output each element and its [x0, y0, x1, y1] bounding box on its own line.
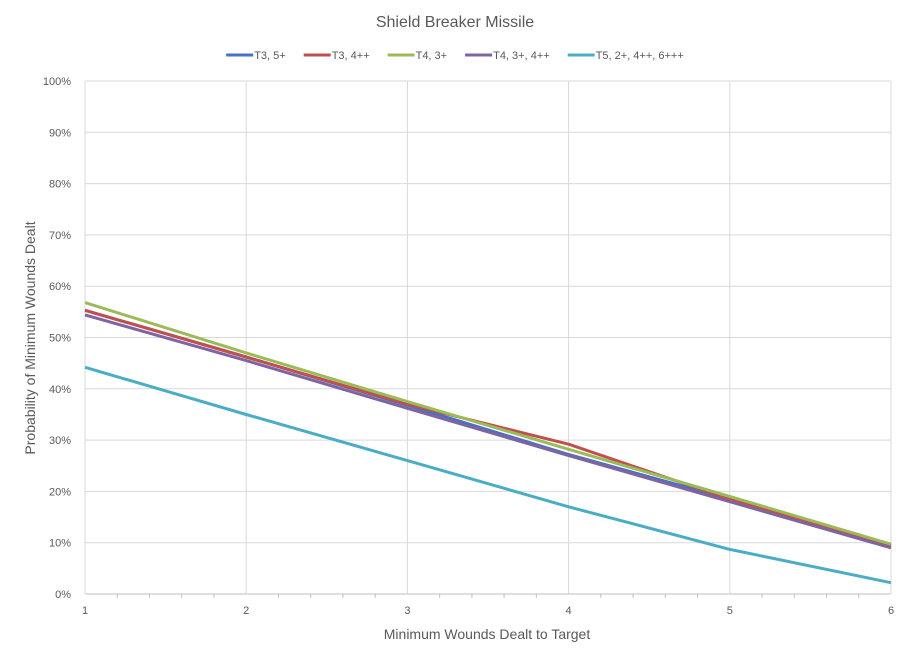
y-tick-label: 80%: [49, 179, 71, 191]
legend-item: T3, 4++: [303, 50, 370, 62]
x-tick-label: 1: [82, 605, 88, 617]
series-group: [84, 301, 892, 585]
legend-item: T4, 3+: [387, 50, 448, 62]
series-line: [84, 313, 892, 550]
legend-label: T4, 3+, 4++: [493, 50, 550, 62]
x-axis-label: Minimum Wounds Dealt to Target: [384, 626, 591, 642]
grid: [84, 80, 892, 598]
x-axis-ticks: 1 2 3 4 5 6: [82, 605, 894, 617]
legend-item: T3, 5+: [226, 50, 286, 62]
x-tick-label: 6: [888, 605, 894, 617]
x-tick-label: 2: [243, 605, 249, 617]
series-line: [84, 308, 892, 547]
y-axis-ticks: 0% 10% 20% 30% 40% 50% 60% 70% 80% 90% 100%: [43, 76, 71, 601]
y-tick-label: 40%: [49, 384, 71, 396]
y-tick-label: 100%: [43, 76, 71, 88]
y-tick-label: 50%: [49, 333, 71, 345]
y-tick-label: 10%: [49, 538, 71, 550]
y-tick-label: 0%: [55, 589, 71, 601]
legend-label: T4, 3+: [416, 50, 448, 62]
legend-label: T5, 2+, 4++, 6+++: [596, 50, 684, 62]
y-tick-label: 30%: [49, 435, 71, 447]
series-line: [84, 365, 892, 585]
legend-label: T3, 5+: [254, 50, 286, 62]
legend-label: T3, 4++: [332, 50, 370, 62]
y-tick-label: 20%: [49, 486, 71, 498]
series-line: [84, 301, 892, 546]
y-tick-label: 90%: [49, 127, 71, 139]
y-tick-label: 60%: [49, 281, 71, 293]
legend-item: T4, 3+, 4++: [465, 50, 550, 62]
y-axis-label: Probability of Minimum Wounds Dealt: [22, 221, 38, 454]
x-tick-label: 5: [727, 605, 733, 617]
y-tick-label: 70%: [49, 230, 71, 242]
legend-item: T5, 2+, 4++, 6+++: [567, 50, 684, 62]
chart-title: Shield Breaker Missile: [376, 14, 534, 31]
legend: T3, 5+ T3, 4++ T4, 3+ T4, 3+, 4++ T5, 2+, 4+…: [226, 50, 684, 62]
x-tick-label: 3: [404, 605, 410, 617]
x-tick-label: 4: [566, 605, 572, 617]
